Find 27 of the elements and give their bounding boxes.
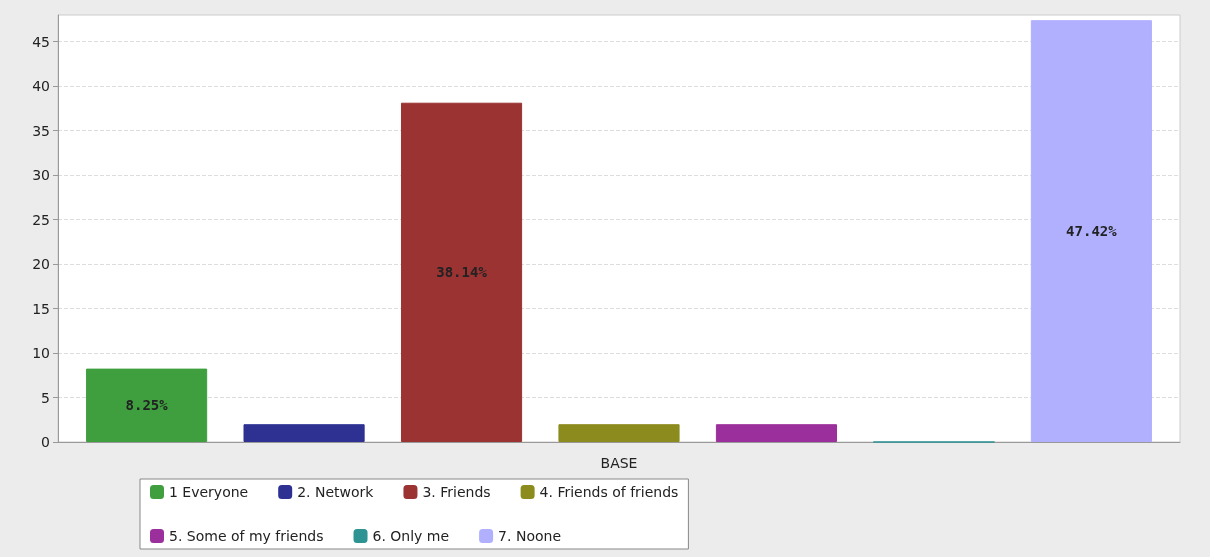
data-label: 38.14% [436,264,488,281]
data-label: 47.42% [1066,223,1118,240]
y-tick-label: 10 [32,345,50,362]
legend-label: 5. Some of my friends [169,528,324,544]
bar [715,424,838,442]
bar [86,368,208,442]
legend-label: 7. Noone [498,528,561,544]
y-tick-label: 20 [32,256,50,273]
legend-label: 6. Only me [372,528,450,544]
y-tick-label: 40 [32,78,50,95]
legend-label: 2. Network [297,484,375,500]
x-axis-title: BASE [600,455,638,471]
legend-label: 3. Friends [422,484,491,500]
legend-label: 1 Everyone [169,484,249,500]
y-tick-label: 0 [41,434,50,450]
y-tick-label: 25 [32,211,50,228]
data-label: 8.25% [125,397,169,414]
bar [243,424,365,442]
bar [558,424,680,442]
y-tick-label: 35 [32,122,50,139]
y-tick-label: 15 [32,300,50,317]
y-tick-label: 30 [32,167,50,184]
legend-label: 4. Friends of friends [539,484,679,500]
bar [1030,20,1152,442]
y-tick-label: 5 [41,389,50,406]
y-tick-label: 45 [32,33,50,50]
bar [400,102,523,442]
